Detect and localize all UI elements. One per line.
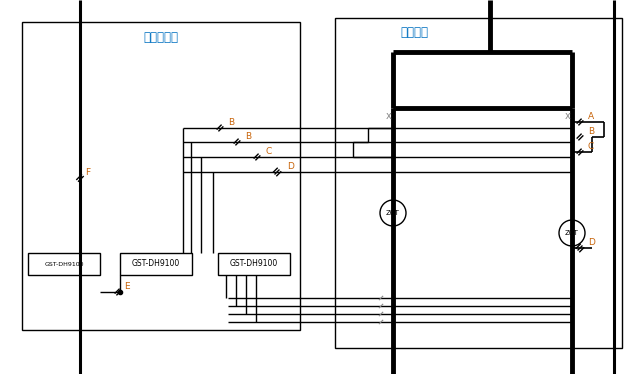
Text: B: B bbox=[245, 132, 251, 141]
Text: x: x bbox=[565, 111, 571, 121]
Text: GST-DH9100: GST-DH9100 bbox=[132, 260, 180, 269]
Text: x: x bbox=[386, 111, 392, 121]
Bar bbox=[28, 253, 100, 275]
Circle shape bbox=[559, 220, 585, 246]
Text: F: F bbox=[85, 168, 90, 177]
Text: 新增配電箱: 新增配電箱 bbox=[144, 31, 178, 43]
Text: B: B bbox=[228, 118, 234, 127]
Text: C: C bbox=[265, 147, 271, 156]
Bar bbox=[22, 22, 300, 330]
Bar bbox=[120, 253, 192, 275]
Text: ZCT: ZCT bbox=[565, 230, 579, 236]
Text: B: B bbox=[588, 127, 594, 136]
Text: D: D bbox=[588, 238, 595, 247]
Text: GST-DH9100: GST-DH9100 bbox=[44, 261, 84, 267]
Text: GST-DH9100: GST-DH9100 bbox=[230, 260, 278, 269]
Text: 原配電箱: 原配電箱 bbox=[400, 25, 428, 39]
Bar bbox=[218, 253, 290, 275]
Bar bbox=[335, 18, 622, 348]
Text: D: D bbox=[287, 162, 294, 171]
Text: E: E bbox=[124, 282, 129, 291]
Text: A: A bbox=[588, 112, 594, 121]
Circle shape bbox=[380, 200, 406, 226]
Text: C: C bbox=[588, 142, 594, 151]
Text: ZCT: ZCT bbox=[386, 210, 400, 216]
